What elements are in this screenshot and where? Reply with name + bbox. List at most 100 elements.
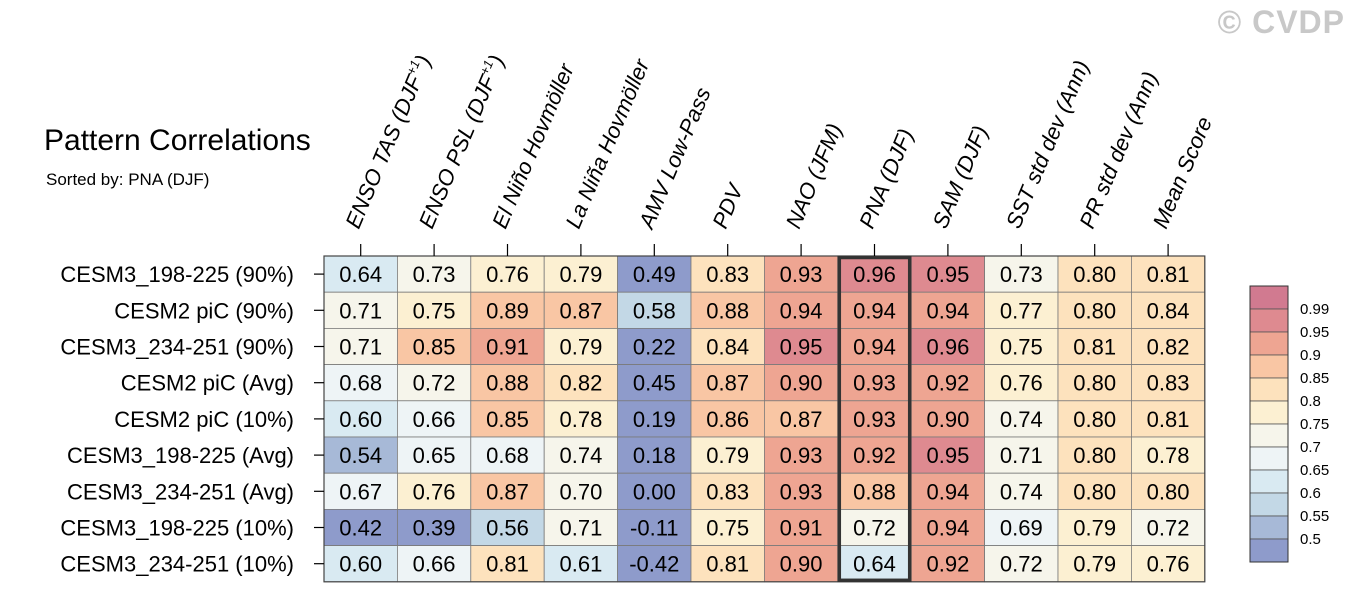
colorbar-border xyxy=(1249,285,1289,563)
cell-value-label: 0.92 xyxy=(926,371,969,396)
cell-value-label: 0.96 xyxy=(926,335,969,360)
cell-value-label: -0.42 xyxy=(629,552,679,577)
heatmap-cell xyxy=(323,327,398,365)
heatmap-cell xyxy=(1057,545,1132,583)
heatmap-cell xyxy=(690,400,765,438)
cell-value-label: 0.88 xyxy=(706,298,749,323)
heatmap-cell xyxy=(1057,291,1132,329)
heatmap-cell xyxy=(1057,508,1132,546)
chart-title: Pattern Correlations xyxy=(44,124,311,157)
cell-value-label: 0.93 xyxy=(780,443,823,468)
heatmap-cell xyxy=(543,327,619,365)
cell-value-label: 0.88 xyxy=(486,371,529,396)
cell-value-label: -0.11 xyxy=(630,516,679,541)
heatmap-cells: 0.64 0.73 0.76 0.79 0.49 0.83 0.93 0.96 0.95 0.73… xyxy=(323,255,1206,583)
colorbar-swatch xyxy=(1249,423,1289,448)
heatmap-cell xyxy=(910,291,986,329)
heatmap-cell xyxy=(1057,400,1132,438)
heatmap-cell xyxy=(1131,545,1206,583)
cell-value-label: 0.94 xyxy=(926,479,969,504)
cell-value-label: 0.83 xyxy=(706,479,749,504)
cell-value-label: 0.85 xyxy=(486,407,529,432)
colorbar-label: 0.85 xyxy=(1300,370,1329,387)
cell-value-label: 0.81 xyxy=(1073,335,1116,360)
cell-value-label: 0.87 xyxy=(780,407,823,432)
cell-value-label: 0.87 xyxy=(706,371,749,396)
column-label: El Niño Hovmöller xyxy=(487,59,579,232)
heatmap-cell xyxy=(617,472,692,510)
cell-value-label: 0.82 xyxy=(1147,335,1190,360)
heatmap-cell xyxy=(470,545,545,583)
cell-value-label: 0.74 xyxy=(1000,479,1043,504)
colorbar-label: 0.55 xyxy=(1300,508,1329,525)
cell-value-label: 0.90 xyxy=(780,552,823,577)
highlighted-column-outline xyxy=(837,255,912,583)
cell-value-label: 0.64 xyxy=(339,262,382,287)
column-label: PNA (DJF) xyxy=(854,125,918,232)
cell-value-label: 0.91 xyxy=(780,516,823,541)
cell-value-label: 0.75 xyxy=(706,516,749,541)
cell-value-label: 0.80 xyxy=(1147,479,1190,504)
cell-value-label: 0.54 xyxy=(339,443,382,468)
heatmap-cell xyxy=(690,508,765,546)
cell-value-label: 0.71 xyxy=(339,298,382,323)
heatmap-cell xyxy=(543,508,619,546)
heatmap-cell xyxy=(1057,364,1132,402)
heatmap-cell xyxy=(764,364,839,402)
cell-value-label: 0.81 xyxy=(1147,262,1190,287)
heatmap-cell xyxy=(617,291,692,329)
cell-value-label: 0.19 xyxy=(633,407,676,432)
heatmap-cell xyxy=(1131,400,1206,438)
cell-value-label: 0.76 xyxy=(1147,552,1190,577)
cell-value-label: 0.90 xyxy=(780,371,823,396)
cell-value-label: 0.90 xyxy=(926,407,969,432)
heatmap-cell xyxy=(1131,508,1206,546)
cell-value-label: 0.81 xyxy=(486,552,529,577)
cell-value-label: 0.66 xyxy=(413,552,456,577)
cell-value-label: 0.00 xyxy=(633,479,676,504)
cell-value-label: 0.67 xyxy=(339,479,382,504)
cell-value-label: 0.64 xyxy=(853,552,896,577)
heatmap-cell xyxy=(690,364,765,402)
row-label: CESM3_198-225 (10%) xyxy=(60,516,294,541)
colorbar-label: 0.75 xyxy=(1300,416,1329,433)
cell-value-label: 0.61 xyxy=(559,552,602,577)
heatmap-cell xyxy=(323,400,398,438)
column-label: PR std dev (Ann) xyxy=(1074,68,1162,232)
cell-value-label: 0.86 xyxy=(706,407,749,432)
heatmap-cell xyxy=(837,436,912,474)
cell-value-label: 0.95 xyxy=(926,262,969,287)
colorbar-swatch xyxy=(1249,515,1289,540)
colorbar: 0.99 0.95 0.9 0.85 0.8 0.75 0.7 0.65 0.6 0.55 0.5 xyxy=(1249,285,1329,563)
colorbar-label: 0.7 xyxy=(1300,439,1321,456)
colorbar-swatch xyxy=(1249,354,1289,379)
cell-value-label: 0.68 xyxy=(339,371,382,396)
cell-value-label: 0.88 xyxy=(853,479,896,504)
heatmap-cell xyxy=(984,545,1059,583)
cell-value-label: 0.72 xyxy=(1000,552,1043,577)
heatmap-cell xyxy=(984,436,1059,474)
heatmap-cell xyxy=(617,400,692,438)
cell-value-label: 0.80 xyxy=(1073,407,1116,432)
colorbar-swatch xyxy=(1249,400,1289,425)
cell-value-label: 0.56 xyxy=(486,516,529,541)
cell-value-label: 0.69 xyxy=(1000,516,1043,541)
colorbar-label: 0.9 xyxy=(1300,347,1321,364)
cell-value-label: 0.92 xyxy=(853,443,896,468)
cell-value-label: 0.93 xyxy=(780,262,823,287)
row-labels: CESM3_198-225 (90%) CESM2 piC (90%) CESM3_… xyxy=(60,262,324,577)
cell-value-label: 0.84 xyxy=(1147,298,1190,323)
row-label: CESM2 piC (10%) xyxy=(114,407,294,432)
cell-value-label: 0.96 xyxy=(853,262,896,287)
heatmap-cell xyxy=(764,436,839,474)
cell-value-label: 0.78 xyxy=(559,407,602,432)
column-label: SAM (DJF) xyxy=(927,122,993,232)
column-label: AMV Low-Pass xyxy=(633,84,716,234)
heatmap-cell xyxy=(690,327,765,365)
row-label: CESM3_234-251 (10%) xyxy=(60,552,294,577)
heatmap-cell xyxy=(543,472,619,510)
cell-value-label: 0.89 xyxy=(486,298,529,323)
cell-value-label: 0.83 xyxy=(706,262,749,287)
cell-value-label: 0.39 xyxy=(413,516,456,541)
